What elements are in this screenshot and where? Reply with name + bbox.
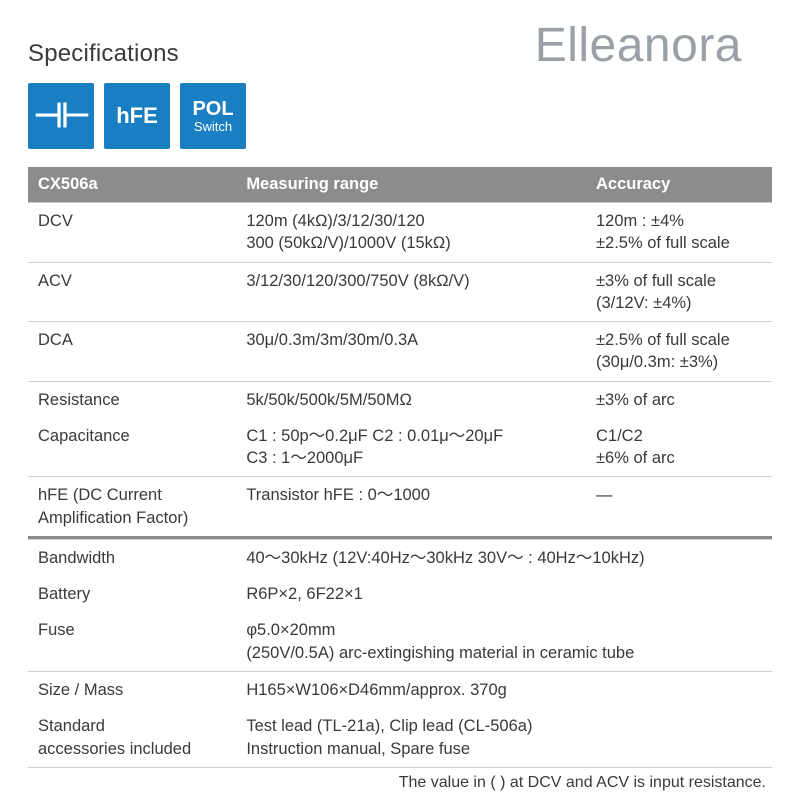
cell-value: Test lead (TL-21a), Clip lead (CL-506a)I…: [236, 708, 772, 767]
watermark-text: Elleanora: [535, 18, 742, 73]
cell-param: Size / Mass: [28, 671, 236, 708]
cell-value: R6P×2, 6F22×1: [236, 576, 772, 612]
table-row: ACV 3/12/30/120/300/750V (8kΩ/V) ±3% of …: [28, 262, 772, 322]
table-row: Capacitance C1 : 50p～0.2μF C2 : 0.01μ～20…: [28, 418, 772, 477]
hfe-icon: hFE: [104, 83, 170, 149]
capacitor-icon: ⊣⊢: [28, 83, 94, 149]
table-row: Bandwidth 40～30kHz (12V:40Hz～30kHz 30V～ …: [28, 539, 772, 576]
cell-param: Bandwidth: [28, 539, 236, 576]
table-row: DCA 30μ/0.3m/3m/30m/0.3A ±2.5% of full s…: [28, 322, 772, 382]
cell-param: hFE (DC CurrentAmplification Factor): [28, 477, 236, 538]
hfe-label: hFE: [116, 103, 158, 129]
table-header-row: CX506a Measuring range Accuracy: [28, 167, 772, 203]
cell-param: Capacitance: [28, 418, 236, 477]
pol-label-bottom: Switch: [194, 120, 232, 134]
capacitor-glyph: ⊣⊢: [33, 99, 88, 133]
cell-range: 3/12/30/120/300/750V (8kΩ/V): [236, 262, 586, 322]
page-title: Specifications: [28, 40, 179, 68]
cell-range: Transistor hFE : 0～1000: [236, 477, 586, 538]
table-row: Standardaccessories included Test lead (…: [28, 708, 772, 767]
cell-param: Battery: [28, 576, 236, 612]
header-accuracy: Accuracy: [586, 167, 772, 203]
cell-param: DCV: [28, 203, 236, 263]
table-row: Fuse φ5.0×20mm(250V/0.5A) arc-extingishi…: [28, 612, 772, 671]
cell-value: H165×W106×D46mm/approx. 370g: [236, 671, 772, 708]
cell-accuracy: ±3% of full scale(3/12V: ±4%): [586, 262, 772, 322]
table-row: DCV 120m (4kΩ)/3/12/30/120300 (50kΩ/V)/1…: [28, 203, 772, 263]
cell-accuracy: 120m : ±4%±2.5% of full scale: [586, 203, 772, 263]
cell-range: 120m (4kΩ)/3/12/30/120300 (50kΩ/V)/1000V…: [236, 203, 586, 263]
feature-icons: ⊣⊢ hFE POL Switch: [28, 83, 772, 149]
cell-value: φ5.0×20mm(250V/0.5A) arc-extingishing ma…: [236, 612, 772, 671]
table-row: Size / Mass H165×W106×D46mm/approx. 370g: [28, 671, 772, 708]
header-range: Measuring range: [236, 167, 586, 203]
cell-param: Resistance: [28, 381, 236, 418]
table-bottom-border: [28, 767, 772, 768]
table-row: hFE (DC CurrentAmplification Factor) Tra…: [28, 477, 772, 538]
cell-range: 30μ/0.3m/3m/30m/0.3A: [236, 322, 586, 382]
cell-param: Fuse: [28, 612, 236, 671]
cell-accuracy: —: [586, 477, 772, 538]
footnote: The value in ( ) at DCV and ACV is input…: [28, 774, 772, 792]
cell-accuracy: ±3% of arc: [586, 381, 772, 418]
table-row: Battery R6P×2, 6F22×1: [28, 576, 772, 612]
header-model: CX506a: [28, 167, 236, 203]
pol-label-top: POL: [192, 99, 233, 120]
pol-switch-icon: POL Switch: [180, 83, 246, 149]
cell-value: 40～30kHz (12V:40Hz～30kHz 30V～ : 40Hz～10k…: [236, 539, 772, 576]
cell-range: 5k/50k/500k/5M/50MΩ: [236, 381, 586, 418]
cell-param: DCA: [28, 322, 236, 382]
cell-param: Standardaccessories included: [28, 708, 236, 767]
cell-range: C1 : 50p～0.2μF C2 : 0.01μ～20μFC3 : 1～200…: [236, 418, 586, 477]
table-row: Resistance 5k/50k/500k/5M/50MΩ ±3% of ar…: [28, 381, 772, 418]
spec-table: CX506a Measuring range Accuracy DCV 120m…: [28, 167, 772, 768]
cell-accuracy: C1/C2±6% of arc: [586, 418, 772, 477]
cell-param: ACV: [28, 262, 236, 322]
cell-accuracy: ±2.5% of full scale(30μ/0.3m: ±3%): [586, 322, 772, 382]
